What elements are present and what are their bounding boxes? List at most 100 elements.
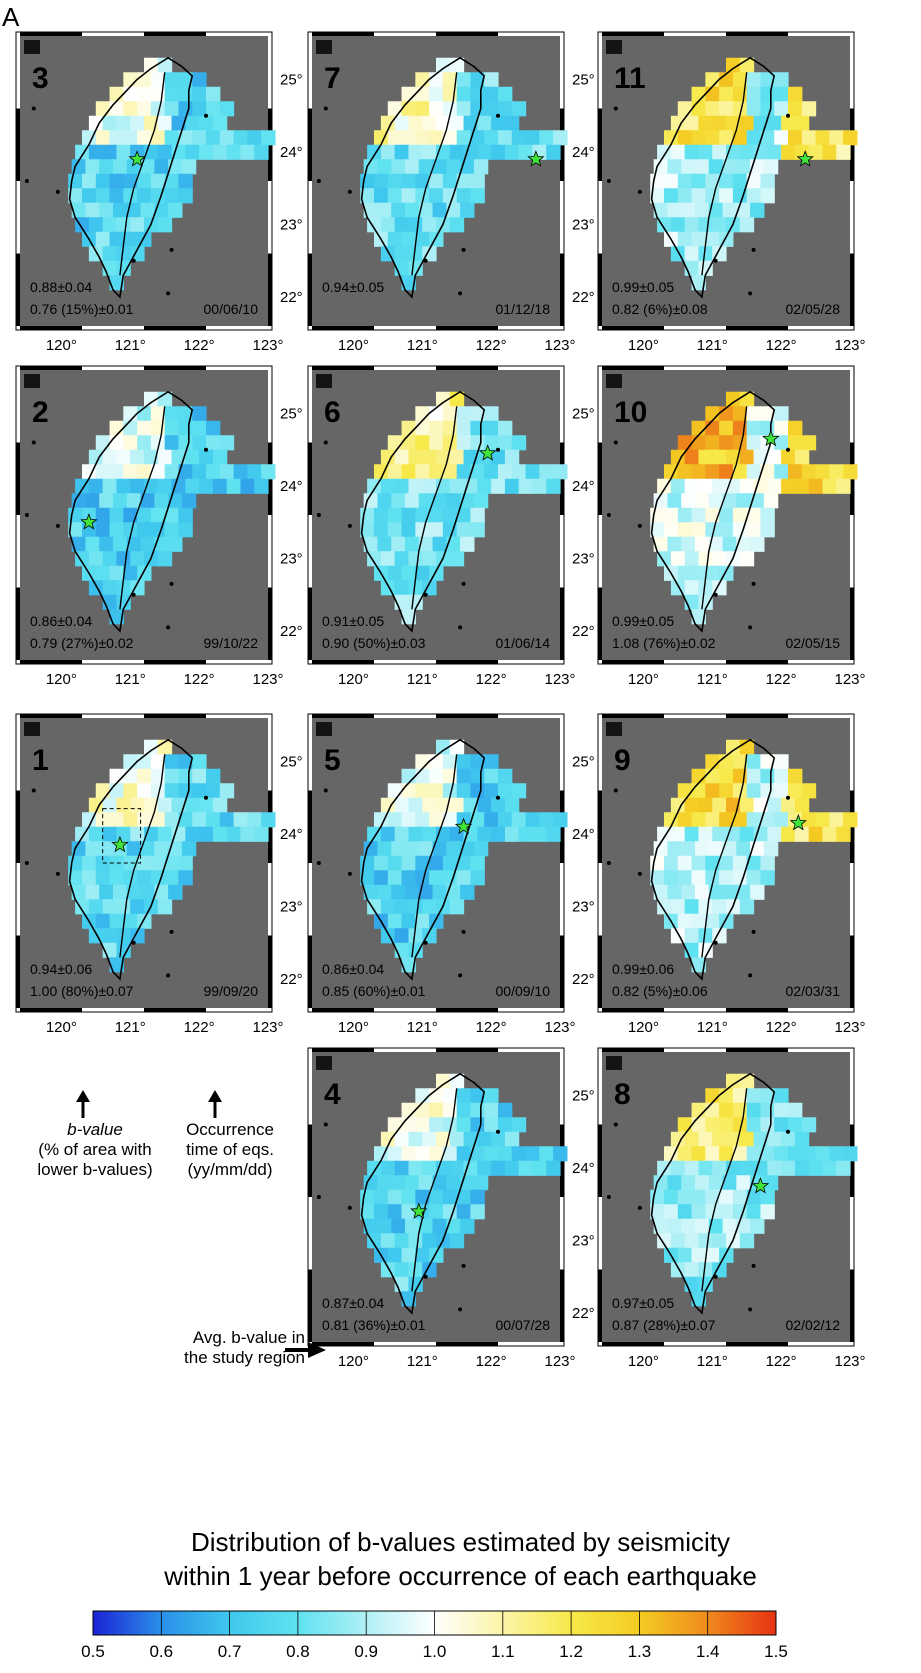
bvalue-cell bbox=[137, 188, 152, 204]
bvalue-cell bbox=[449, 1233, 465, 1249]
bvalue-cell bbox=[767, 115, 782, 131]
bvalue-cell bbox=[442, 173, 458, 189]
bvalue-cell bbox=[429, 855, 444, 871]
panel-number: 6 bbox=[324, 396, 341, 429]
bvalue-cell bbox=[418, 841, 434, 857]
bvalue-cell bbox=[667, 202, 682, 218]
bvalue-cell bbox=[380, 1262, 396, 1278]
area-b-value: 1.00 (80%)±0.07 bbox=[30, 983, 134, 999]
bvalue-cell bbox=[746, 768, 762, 784]
bvalue-cell bbox=[518, 478, 534, 494]
bvalue-cell bbox=[415, 1146, 430, 1162]
bvalue-cell bbox=[815, 1146, 830, 1162]
bvalue-cell bbox=[377, 1218, 392, 1234]
bvalue-cell bbox=[178, 130, 193, 146]
island-mark bbox=[458, 1307, 463, 1312]
bvalue-cell bbox=[691, 173, 706, 189]
bvalue-cell bbox=[164, 783, 180, 799]
bvalue-cell bbox=[219, 101, 235, 117]
bvalue-cell bbox=[677, 1146, 693, 1162]
bvalue-cell bbox=[415, 1088, 430, 1104]
bvalue-cell bbox=[794, 797, 810, 813]
bvalue-cell bbox=[99, 841, 114, 857]
bvalue-cell bbox=[753, 478, 768, 494]
bvalue-cell bbox=[137, 86, 152, 102]
bvalue-cell bbox=[539, 130, 554, 146]
bvalue-cell bbox=[363, 202, 379, 218]
bvalue-cell bbox=[206, 86, 221, 102]
bvalue-cell bbox=[137, 435, 152, 451]
island-mark bbox=[169, 581, 174, 586]
latitude-label: 25° bbox=[572, 754, 595, 771]
bvalue-cell bbox=[405, 1218, 420, 1234]
bvalue-cell bbox=[415, 1117, 430, 1133]
avg-annotation: Avg. b-value in the study region bbox=[140, 1328, 305, 1368]
bvalue-cell bbox=[95, 870, 111, 886]
bvalue-cell bbox=[442, 507, 458, 523]
bvalue-cell bbox=[164, 812, 180, 828]
frame-tick bbox=[726, 1048, 788, 1052]
bvalue-cell bbox=[684, 899, 700, 915]
bvalue-cell bbox=[460, 1218, 475, 1234]
bvalue-cell bbox=[178, 86, 193, 102]
bvalue-cell bbox=[705, 420, 720, 436]
bvalue-cell bbox=[408, 826, 423, 842]
bvalue-cell bbox=[698, 797, 713, 813]
bvalue-cell bbox=[415, 754, 430, 770]
frame-tick bbox=[598, 1269, 602, 1342]
bvalue-cell bbox=[178, 420, 193, 436]
bvalue-cell bbox=[123, 101, 138, 117]
bvalue-cell bbox=[123, 812, 138, 828]
bvalue-cell bbox=[185, 115, 200, 131]
bvalue-cell bbox=[760, 507, 775, 523]
bvalue-cell bbox=[123, 870, 138, 886]
bvalue-cell bbox=[498, 86, 513, 102]
bvalue-cell bbox=[192, 435, 207, 451]
bvalue-cell bbox=[415, 188, 430, 204]
frame-tick bbox=[602, 32, 664, 36]
bvalue-cell bbox=[374, 1189, 389, 1205]
bvalue-cell bbox=[185, 478, 200, 494]
bvalue-cell bbox=[691, 130, 706, 146]
bvalue-cell bbox=[677, 507, 693, 523]
bvalue-cell bbox=[164, 406, 180, 422]
bvalue-cell bbox=[788, 86, 803, 102]
bvalue-cell bbox=[719, 464, 734, 480]
bvalue-cell bbox=[109, 86, 124, 102]
bvalue-cell bbox=[212, 449, 228, 465]
bvalue-cell bbox=[233, 130, 248, 146]
bvalue-cell bbox=[154, 159, 169, 175]
bvalue-cell bbox=[150, 406, 166, 422]
frame-tick bbox=[308, 253, 312, 326]
longitude-label: 121° bbox=[115, 1019, 146, 1036]
bvalue-cell bbox=[801, 130, 817, 146]
bvalue-cell bbox=[394, 1262, 410, 1278]
bvalue-cell bbox=[401, 86, 416, 102]
bvalue-cell bbox=[178, 173, 193, 189]
bvalue-cell bbox=[206, 435, 221, 451]
bvalue-cell bbox=[168, 202, 183, 218]
bvalue-cell bbox=[664, 1146, 679, 1162]
latitude-label: 25° bbox=[572, 1088, 595, 1105]
bvalue-cell bbox=[695, 841, 710, 857]
bvalue-cell bbox=[664, 522, 679, 538]
bvalue-cell bbox=[360, 1204, 375, 1220]
bvalue-cell bbox=[774, 435, 789, 451]
average-b-value: 0.94±0.05 bbox=[322, 279, 384, 295]
bvalue-cell bbox=[422, 797, 437, 813]
bvalue-cell bbox=[670, 1233, 686, 1249]
bvalue-cell bbox=[401, 130, 416, 146]
bvalue-cell bbox=[746, 435, 762, 451]
island-mark bbox=[316, 513, 321, 517]
bvalue-cell bbox=[140, 841, 155, 857]
frame-tick bbox=[436, 1048, 498, 1052]
island-cluster-mark bbox=[606, 1056, 622, 1070]
bvalue-cell bbox=[436, 739, 451, 755]
bvalue-cell bbox=[808, 144, 824, 160]
bvalue-cell bbox=[116, 478, 131, 494]
frame-tick bbox=[850, 587, 854, 660]
bvalue-cell bbox=[429, 1204, 444, 1220]
epicenter-star bbox=[751, 1176, 770, 1194]
island-cluster-mark bbox=[316, 722, 332, 736]
bvalue-cell bbox=[767, 1131, 782, 1147]
